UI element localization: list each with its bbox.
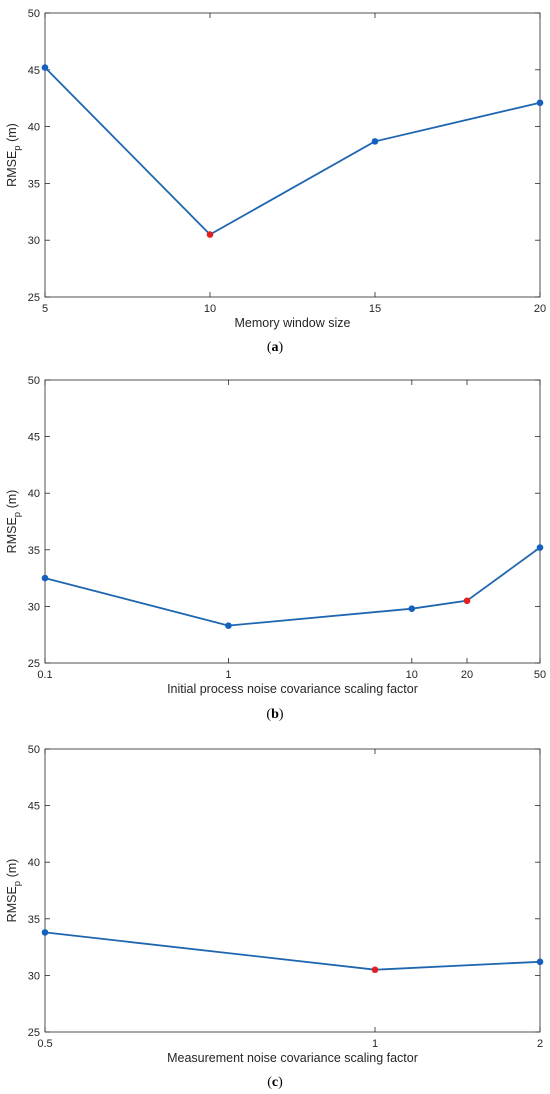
- x-tick-label: 2: [537, 1038, 543, 1050]
- data-point: [225, 622, 232, 629]
- y-tick-label: 45: [28, 801, 40, 813]
- panel-letter: c: [272, 1075, 278, 1090]
- panel-paren-open: (: [266, 707, 271, 722]
- y-tick-label: 25: [28, 1027, 40, 1039]
- x-tick-label: 5: [42, 303, 48, 315]
- y-tick-label: 40: [28, 122, 40, 134]
- x-tick-label: 20: [534, 303, 546, 315]
- x-tick-label: 10: [204, 303, 216, 315]
- panel-paren-close: ): [279, 707, 284, 722]
- data-point: [41, 64, 49, 71]
- highlight-point: [206, 231, 214, 238]
- x-axis-label: Initial process noise covariance scaling…: [167, 682, 418, 696]
- x-tick-label: 10: [406, 669, 418, 681]
- chart-panel-c: 25 30 35 40 45 50 0.5 1 2 Measurement noise covar…: [5, 744, 544, 1090]
- panel-letter: b: [271, 707, 279, 722]
- y-axis-label-unit: (m): [5, 859, 19, 881]
- data-point: [371, 138, 379, 145]
- y-tick-label: 40: [28, 857, 40, 869]
- y-axis-label-subscript: p: [12, 512, 23, 517]
- x-tick-label: 0.1: [37, 669, 52, 681]
- y-axis-label-main: RMSE: [5, 151, 19, 187]
- y-tick-label: 45: [28, 432, 40, 444]
- y-tick-label: 25: [28, 292, 40, 304]
- data-point: [408, 605, 416, 612]
- y-tick-label: 50: [28, 8, 40, 20]
- data-point: [536, 958, 544, 966]
- panel-caption: (a): [267, 340, 284, 355]
- y-tick-label: 30: [28, 601, 40, 613]
- y-axis-label: RMSEp (m): [5, 123, 23, 187]
- y-tick-label: 30: [28, 970, 40, 982]
- panel-paren-close: ): [279, 340, 284, 355]
- chart-panel-a: 25 30 35 40 45 50 5 10 15 20 Memory window size RMS…: [5, 8, 546, 355]
- highlight-point: [463, 597, 471, 605]
- x-tick-label: 1: [225, 669, 231, 681]
- x-tick-label: 15: [369, 303, 381, 315]
- panel-caption: (b): [266, 707, 283, 722]
- x-tick-label: 1: [372, 1038, 378, 1050]
- x-tick-label: 0.5: [37, 1038, 52, 1050]
- x-tick-label: 50: [534, 669, 546, 681]
- y-axis-label-unit: (m): [5, 490, 19, 512]
- x-axis-label: Measurement noise covariance scaling fac…: [167, 1051, 418, 1065]
- plot-area: [44, 748, 541, 1033]
- plot-area: [44, 379, 541, 664]
- y-tick-label: 45: [28, 65, 40, 77]
- panel-paren-open: (: [267, 340, 272, 355]
- panel-caption: (c): [267, 1075, 283, 1090]
- y-axis-label-subscript: p: [12, 145, 23, 150]
- y-axis-label-main: RMSE: [5, 886, 19, 922]
- y-tick-label: 35: [28, 178, 40, 190]
- y-tick-label: 35: [28, 914, 40, 926]
- y-axis-label-subscript: p: [12, 881, 23, 886]
- panel-letter: a: [272, 340, 279, 355]
- y-tick-label: 50: [28, 375, 40, 387]
- y-tick-label: 40: [28, 488, 40, 500]
- chart-panel-b: 25 30 35 40 45 50 0.1 1 10 20 50 Initial process no…: [5, 375, 546, 722]
- highlight-point: [371, 966, 379, 974]
- y-tick-label: 50: [28, 744, 40, 756]
- y-axis-label-main: RMSE: [5, 517, 19, 553]
- data-point: [41, 929, 49, 936]
- x-tick-label: 20: [461, 669, 473, 681]
- y-tick-label: 35: [28, 545, 40, 557]
- y-axis-label: RMSEp (m): [5, 490, 23, 554]
- series-line: [44, 66, 541, 236]
- x-axis-label: Memory window size: [234, 316, 350, 330]
- y-tick-label: 25: [28, 658, 40, 670]
- plot-area: [44, 12, 541, 298]
- data-point: [536, 544, 544, 551]
- panel-paren-close: ): [278, 1075, 283, 1090]
- y-tick-label: 30: [28, 235, 40, 247]
- y-axis-label-unit: (m): [5, 123, 19, 145]
- data-point: [41, 574, 49, 582]
- panel-paren-open: (: [267, 1075, 272, 1090]
- data-point: [536, 99, 544, 107]
- y-axis-label: RMSEp (m): [5, 859, 23, 923]
